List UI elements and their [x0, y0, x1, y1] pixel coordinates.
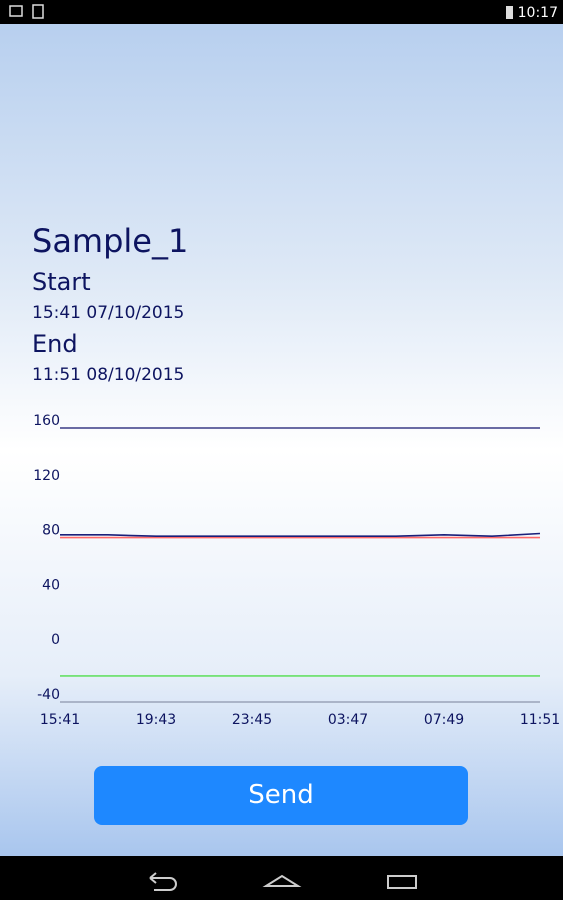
nav-icons	[149, 872, 417, 891]
start-time: 15:41 07/10/2015	[32, 303, 185, 323]
series-line	[60, 532, 541, 538]
end-time: 11:51 08/10/2015	[32, 365, 185, 385]
icon	[9, 5, 23, 17]
end-label: End	[32, 330, 78, 358]
start-label: Start	[32, 268, 91, 296]
x-tick-label: 23:45	[232, 712, 272, 728]
y-tick-label: 0	[51, 632, 60, 648]
y-tick-label: 80	[42, 523, 60, 539]
recents-button[interactable]	[387, 875, 417, 889]
status-bar: 10:17	[0, 0, 563, 24]
y-tick-label: -40	[37, 687, 60, 703]
home-button[interactable]	[262, 874, 302, 887]
battery	[506, 6, 513, 19]
y-tick-label: 160	[33, 413, 60, 429]
icon	[32, 4, 44, 19]
chart: -40 0 40 80 120 160 15:41 19:43 23:45 03:47 07:49 1…	[33, 413, 560, 728]
x-tick-label: 15:41	[40, 712, 80, 728]
back-button[interactable]	[149, 872, 177, 891]
y-tick-label: 120	[33, 468, 60, 484]
x-tick-label: 03:47	[328, 712, 368, 728]
x-tick-label: 11:51	[520, 712, 560, 728]
y-tick-label: 40	[42, 577, 60, 593]
sample-name: Sample_1	[32, 222, 189, 260]
clock: 10:17	[518, 5, 558, 21]
send-button[interactable]: Send	[94, 766, 468, 825]
status-icons: 10:17	[9, 4, 558, 21]
nav-bar	[0, 856, 563, 900]
x-tick-label: 19:43	[136, 712, 176, 728]
x-tick-label: 07:49	[424, 712, 464, 728]
